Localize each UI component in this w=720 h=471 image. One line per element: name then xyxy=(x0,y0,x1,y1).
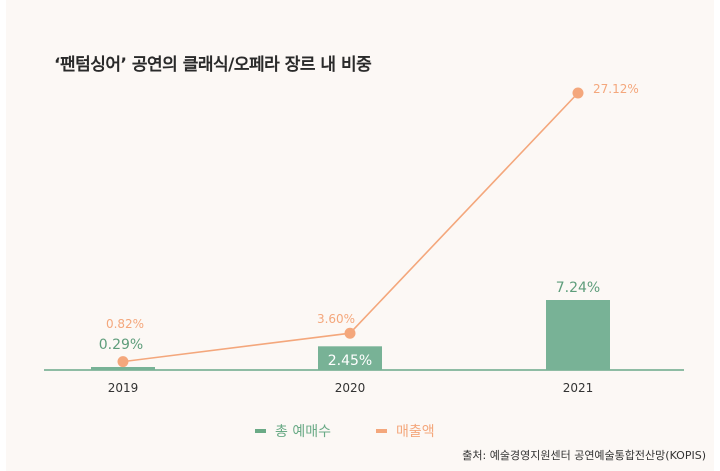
x-tick-2020: 2020 xyxy=(335,381,366,395)
x-tick-2021: 2021 xyxy=(563,381,594,395)
bar-2019 xyxy=(91,367,155,370)
bar-label-2021: 7.24% xyxy=(556,280,600,296)
legend-item-bookings: 총 예매수 xyxy=(255,421,331,441)
x-tick-2019: 2019 xyxy=(108,381,139,395)
line-point-2021 xyxy=(572,87,584,99)
legend-item-sales: 매출액 xyxy=(376,421,435,441)
line-point-2019 xyxy=(117,356,129,368)
legend-swatch-sales xyxy=(376,429,387,433)
bar-2021 xyxy=(546,300,610,370)
legend-label-sales: 매출액 xyxy=(396,424,435,440)
line-point-2020 xyxy=(344,327,356,339)
bar-label-2020: 2.45% xyxy=(328,353,372,369)
line-label-2021: 27.12% xyxy=(593,82,639,96)
line-label-2020: 3.60% xyxy=(317,312,355,326)
legend-swatch-bookings xyxy=(255,429,266,433)
bar-label-2019: 0.29% xyxy=(99,337,143,353)
source-note: 출처: 예술경영지원센터 공연예술통합전산망(KOPIS) xyxy=(462,449,706,462)
line-label-2019: 0.82% xyxy=(106,317,144,331)
chart-title: ‘팬텀싱어’ 공연의 클래식/오페라 장르 내 비중 xyxy=(54,55,372,75)
chart-card xyxy=(6,0,714,471)
bar-2020 xyxy=(318,346,382,370)
legend-label-bookings: 총 예매수 xyxy=(275,424,331,440)
chart-legend: 총 예매수 매출액 xyxy=(0,421,720,441)
